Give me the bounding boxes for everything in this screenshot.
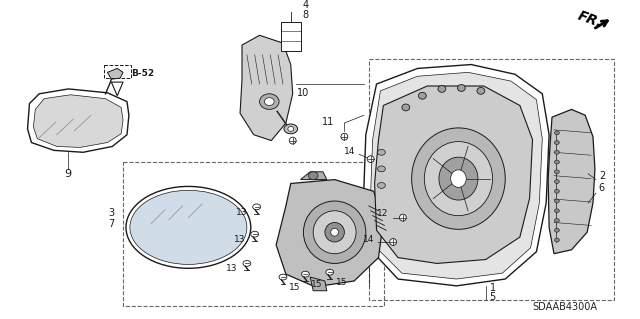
Text: FR.: FR. [575, 9, 604, 31]
Polygon shape [108, 69, 123, 79]
Text: 8: 8 [303, 10, 308, 20]
Ellipse shape [451, 170, 466, 187]
Text: SDAAB4300A: SDAAB4300A [532, 302, 598, 312]
Ellipse shape [554, 131, 559, 135]
Polygon shape [371, 72, 542, 279]
Ellipse shape [378, 149, 385, 155]
Polygon shape [548, 109, 595, 254]
Ellipse shape [367, 156, 374, 162]
Text: 13: 13 [236, 208, 248, 217]
Text: 4: 4 [303, 0, 308, 10]
Ellipse shape [554, 180, 559, 183]
Polygon shape [301, 172, 327, 180]
Ellipse shape [399, 214, 406, 221]
Ellipse shape [326, 269, 333, 275]
Ellipse shape [554, 209, 559, 213]
Text: 13: 13 [227, 264, 238, 273]
Text: 1: 1 [490, 283, 496, 293]
Ellipse shape [126, 186, 251, 268]
Polygon shape [276, 180, 383, 287]
Text: 14: 14 [363, 235, 374, 244]
Ellipse shape [284, 124, 298, 134]
Polygon shape [111, 82, 123, 96]
Ellipse shape [424, 142, 493, 216]
Bar [104, 64, 131, 78]
Ellipse shape [554, 199, 559, 203]
Text: 7: 7 [108, 219, 115, 229]
Ellipse shape [260, 94, 279, 109]
Ellipse shape [331, 228, 339, 236]
Ellipse shape [264, 98, 274, 106]
Ellipse shape [412, 128, 505, 229]
Text: 15: 15 [335, 278, 347, 287]
Ellipse shape [279, 274, 287, 280]
Ellipse shape [554, 238, 559, 242]
Ellipse shape [554, 228, 559, 232]
Ellipse shape [289, 137, 296, 144]
Bar [281, 22, 301, 51]
Text: 6: 6 [599, 183, 605, 193]
Ellipse shape [554, 170, 559, 174]
Ellipse shape [130, 190, 247, 264]
Text: 14: 14 [344, 147, 356, 156]
Ellipse shape [301, 271, 309, 277]
Text: 5: 5 [490, 293, 496, 302]
Text: 10: 10 [296, 88, 309, 98]
Text: 15: 15 [289, 283, 300, 292]
Bar [123, 162, 385, 306]
Polygon shape [364, 64, 549, 286]
Text: 2: 2 [599, 171, 605, 181]
Text: 13: 13 [234, 235, 246, 244]
Polygon shape [240, 35, 292, 141]
Polygon shape [28, 89, 129, 152]
Ellipse shape [378, 182, 385, 188]
Text: 11: 11 [322, 117, 334, 127]
Text: B-52: B-52 [131, 69, 154, 78]
Ellipse shape [243, 261, 251, 266]
Ellipse shape [308, 172, 318, 180]
Ellipse shape [554, 189, 559, 193]
Ellipse shape [438, 85, 446, 92]
Ellipse shape [303, 201, 366, 263]
Ellipse shape [378, 166, 385, 172]
Text: 15: 15 [311, 280, 323, 289]
Ellipse shape [439, 157, 478, 200]
Polygon shape [374, 86, 532, 263]
Ellipse shape [477, 87, 484, 94]
Ellipse shape [313, 211, 356, 254]
Ellipse shape [288, 126, 294, 131]
Ellipse shape [554, 150, 559, 154]
Ellipse shape [554, 219, 559, 222]
Text: 12: 12 [376, 209, 388, 218]
Polygon shape [310, 277, 327, 291]
Ellipse shape [554, 160, 559, 164]
Polygon shape [33, 95, 123, 147]
Ellipse shape [325, 222, 344, 242]
Ellipse shape [419, 92, 426, 99]
Ellipse shape [554, 141, 559, 145]
Ellipse shape [251, 231, 259, 237]
Ellipse shape [458, 85, 465, 91]
Ellipse shape [390, 239, 397, 245]
Bar [369, 59, 614, 300]
Ellipse shape [253, 204, 260, 210]
Ellipse shape [341, 133, 348, 140]
Text: 3: 3 [108, 208, 115, 218]
Ellipse shape [402, 104, 410, 111]
Text: 9: 9 [65, 169, 72, 179]
